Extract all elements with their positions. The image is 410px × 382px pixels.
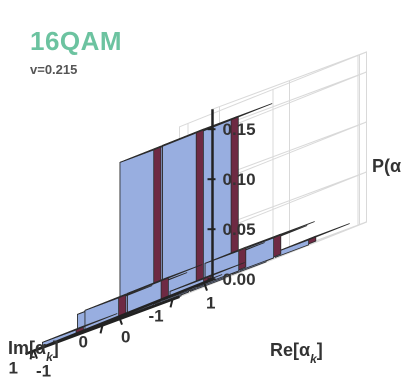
im-tick-label: -1 xyxy=(149,306,164,325)
im-tick xyxy=(29,351,34,360)
im-tick-label: 0 xyxy=(79,332,88,351)
bar-top xyxy=(42,313,118,343)
re-tick-label: 1 xyxy=(206,294,215,313)
bar-top xyxy=(119,133,195,163)
bar-top xyxy=(204,234,280,264)
re-tick xyxy=(33,350,38,359)
bar-top xyxy=(84,281,160,311)
z-tick-label: 0.05 xyxy=(223,220,256,239)
bar-top xyxy=(274,223,350,253)
z-tick-label: 0.10 xyxy=(223,170,256,189)
gridline-z xyxy=(179,71,367,148)
gridline-z xyxy=(179,121,367,198)
z-axis-label: P(α xyxy=(372,156,401,176)
chart-subtitle: v=0.215 xyxy=(30,62,78,77)
bar-top xyxy=(169,262,245,292)
chart-title: 16QAM xyxy=(30,26,123,56)
re-tick xyxy=(118,316,123,325)
re-tick-label: -1 xyxy=(36,362,51,381)
z-tick-label: 0.15 xyxy=(223,120,256,139)
bar xyxy=(119,133,195,318)
z-tick-label: 0.00 xyxy=(223,270,256,289)
im-tick-label: 1 xyxy=(9,358,18,377)
im-tick xyxy=(99,325,104,334)
bars-layer xyxy=(42,103,350,348)
bar xyxy=(274,223,350,258)
re-tick-label: 0 xyxy=(121,328,130,347)
gridline-z xyxy=(179,171,367,248)
re-tick xyxy=(203,282,208,291)
bar xyxy=(162,116,238,301)
im-axis-label: Im[αk] xyxy=(8,338,59,364)
im-tick xyxy=(169,299,174,308)
re-axis-label: Re[αk] xyxy=(270,340,323,366)
